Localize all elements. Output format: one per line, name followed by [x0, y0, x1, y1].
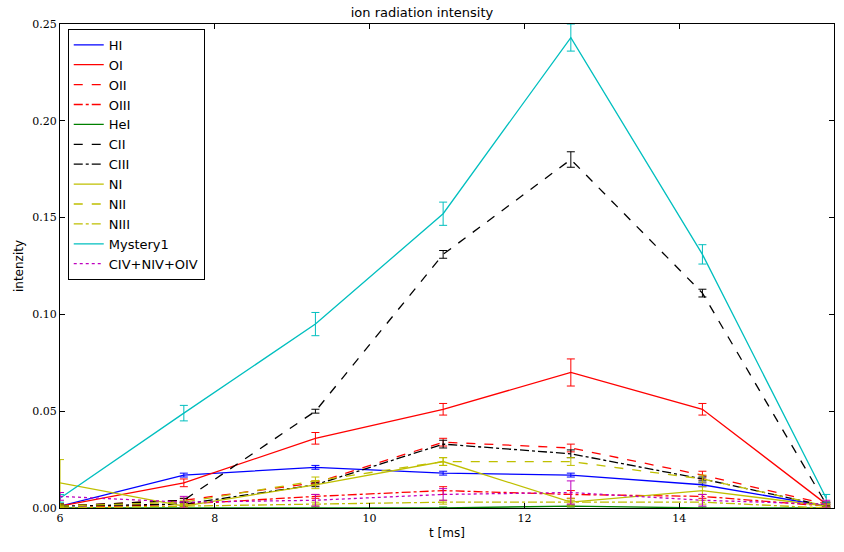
- svg-text:0.10: 0.10: [32, 308, 57, 321]
- svg-text:HI: HI: [109, 38, 123, 53]
- svg-text:0.20: 0.20: [32, 115, 57, 128]
- svg-text:8: 8: [211, 512, 218, 525]
- svg-text:intenzity: intenzity: [12, 240, 26, 292]
- svg-text:OI: OI: [109, 58, 123, 73]
- svg-text:0.00: 0.00: [32, 502, 57, 515]
- svg-text:0.05: 0.05: [32, 405, 57, 418]
- svg-text:CIV+NIV+OIV: CIV+NIV+OIV: [109, 257, 198, 272]
- svg-text:6: 6: [57, 512, 64, 525]
- svg-text:Mystery1: Mystery1: [109, 237, 169, 252]
- svg-text:NIII: NIII: [109, 217, 130, 232]
- svg-text:CII: CII: [109, 137, 126, 152]
- svg-text:HeI: HeI: [109, 117, 131, 132]
- svg-text:OII: OII: [109, 78, 127, 93]
- svg-text:ion radiation intensity: ion radiation intensity: [351, 5, 494, 20]
- svg-text:OIII: OIII: [109, 98, 131, 113]
- svg-text:12: 12: [517, 512, 531, 525]
- svg-text:14: 14: [672, 512, 686, 525]
- svg-text:0.15: 0.15: [32, 211, 57, 224]
- svg-text:10: 10: [363, 512, 377, 525]
- svg-text:t [ms]: t [ms]: [429, 526, 465, 540]
- svg-text:0.25: 0.25: [32, 18, 57, 31]
- svg-text:NI: NI: [109, 177, 123, 192]
- svg-text:CIII: CIII: [109, 157, 130, 172]
- svg-text:NII: NII: [109, 197, 126, 212]
